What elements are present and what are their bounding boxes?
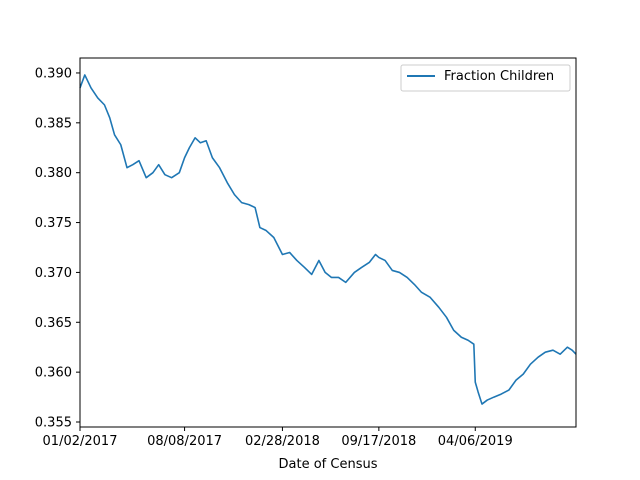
- x-tick-label: 08/08/2017: [147, 434, 222, 449]
- y-tick-label: 0.360: [35, 366, 72, 381]
- x-tick-label: 02/28/2018: [245, 434, 320, 449]
- y-tick-label: 0.375: [35, 216, 72, 231]
- y-tick-label: 0.370: [35, 266, 72, 281]
- y-tick-label: 0.385: [35, 116, 72, 131]
- legend: Fraction Children: [400, 64, 571, 92]
- legend-box: [400, 64, 571, 92]
- legend-label-fraction-children: Fraction Children: [444, 69, 554, 84]
- plot-background: [80, 58, 576, 427]
- x-tick-label: 04/06/2019: [438, 434, 513, 449]
- series-layer: [79, 74, 577, 405]
- y-tick-label: 0.390: [35, 66, 72, 81]
- x-axis: 01/02/2017 08/08/2017 02/28/2018 09/17/2018…: [43, 427, 513, 449]
- y-tick-label: 0.355: [35, 416, 72, 431]
- series-line-fraction-children: [79, 74, 577, 405]
- x-tick-label: 09/17/2018: [341, 434, 416, 449]
- y-tick-label: 0.365: [35, 316, 72, 331]
- x-tick-label: 01/02/2017: [43, 434, 118, 449]
- y-axis: 0.355 0.360 0.365 0.370 0.375 0.380 0.385 0.390: [35, 66, 80, 431]
- x-axis-label: Date of Census: [279, 457, 378, 472]
- plot-frame: [79, 57, 577, 428]
- y-tick-label: 0.380: [35, 166, 72, 181]
